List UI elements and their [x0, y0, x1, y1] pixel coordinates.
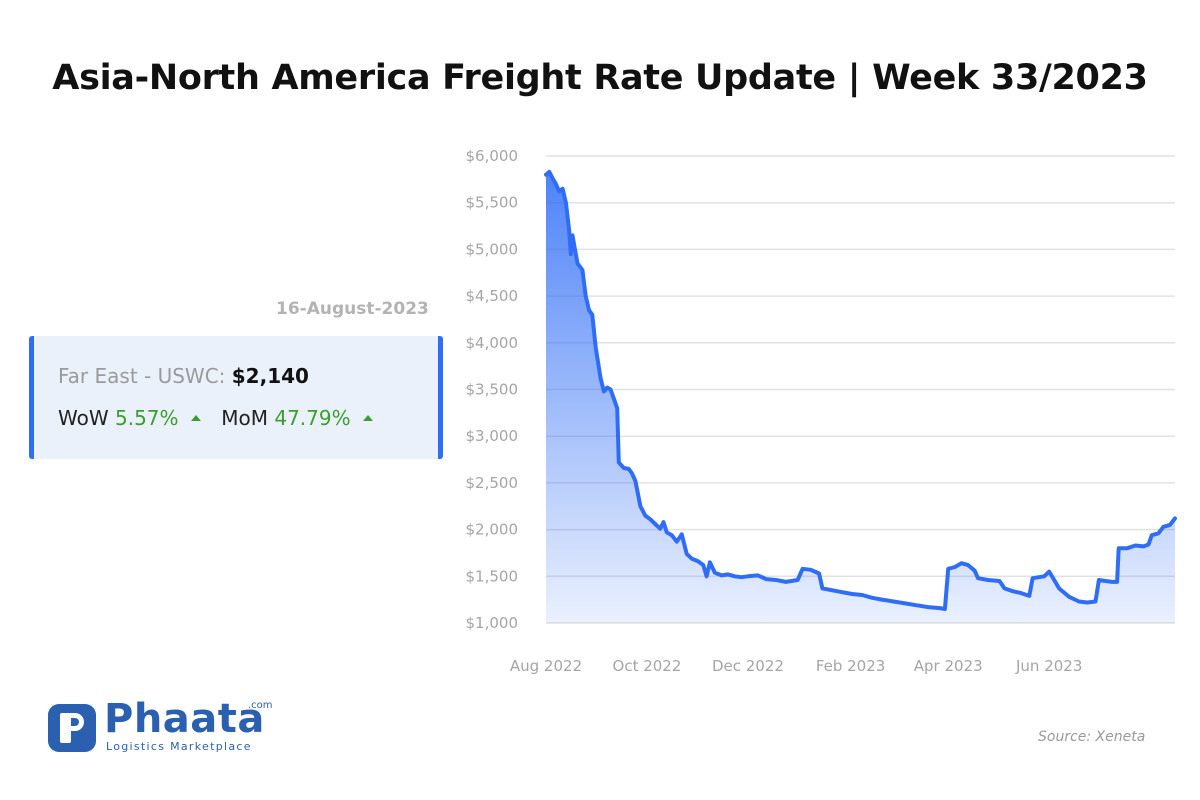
x-tick-label: Aug 2022: [510, 657, 582, 675]
x-tick-label: Feb 2023: [816, 657, 886, 675]
page-title: Asia-North America Freight Rate Update |…: [52, 58, 1148, 98]
y-tick-label: $6,000: [466, 147, 519, 165]
mom-label: MoM: [221, 406, 268, 430]
y-tick-label: $1,500: [466, 567, 519, 585]
phaata-logo-icon: [48, 704, 96, 752]
y-tick-label: $1,000: [466, 614, 519, 632]
mom-up-arrow-icon: [362, 414, 373, 421]
rate-series-line: [544, 169, 1177, 611]
logo-tagline: Logistics Marketplace: [106, 740, 252, 753]
y-tick-label: $5,500: [466, 194, 519, 212]
report-date: 16-August-2023: [276, 299, 429, 319]
y-tick-label: $5,000: [466, 240, 519, 258]
source-note: Source: Xeneta: [1038, 729, 1146, 745]
y-tick-label: $3,500: [466, 381, 519, 399]
phaata-logo: Phaata .com Logistics Marketplace: [48, 696, 288, 756]
mom-value: 47.79%: [274, 406, 351, 430]
wow-value: 5.57%: [114, 406, 179, 430]
y-tick-label: $4,000: [466, 334, 519, 352]
rate-area-fill: [546, 171, 1175, 623]
x-tick-label: Dec 2022: [712, 657, 784, 675]
summary-card: Far East - USWC: $2,140 WoW 5.57% MoM 47…: [29, 336, 443, 459]
y-tick-label: $4,500: [466, 287, 519, 305]
wow-label: WoW: [58, 406, 109, 430]
y-tick-label: $3,000: [466, 427, 519, 445]
y-tick-label: $2,500: [466, 474, 519, 492]
route-line: Far East - USWC: $2,140: [58, 364, 309, 388]
route-rate: $2,140: [231, 364, 309, 388]
x-tick-label: Oct 2022: [613, 657, 682, 675]
y-tick-label: $2,000: [466, 521, 519, 539]
y-axis-tick-labels: $6,000 $5,500 $5,000 $4,500 $4,000 $3,500 $3,0…: [466, 147, 519, 632]
change-stats: WoW 5.57% MoM 47.79%: [58, 406, 387, 430]
logo-wordmark: Phaata: [104, 696, 265, 742]
x-axis-tick-labels: Aug 2022 Oct 2022 Dec 2022 Feb 2023 Apr 2023…: [510, 657, 1083, 675]
x-tick-label: Jun 2023: [1015, 657, 1082, 675]
wow-up-arrow-icon: [190, 414, 201, 421]
x-tick-label: Apr 2023: [914, 657, 983, 675]
logo-tld: .com: [248, 700, 273, 711]
route-label: Far East - USWC:: [58, 364, 226, 388]
